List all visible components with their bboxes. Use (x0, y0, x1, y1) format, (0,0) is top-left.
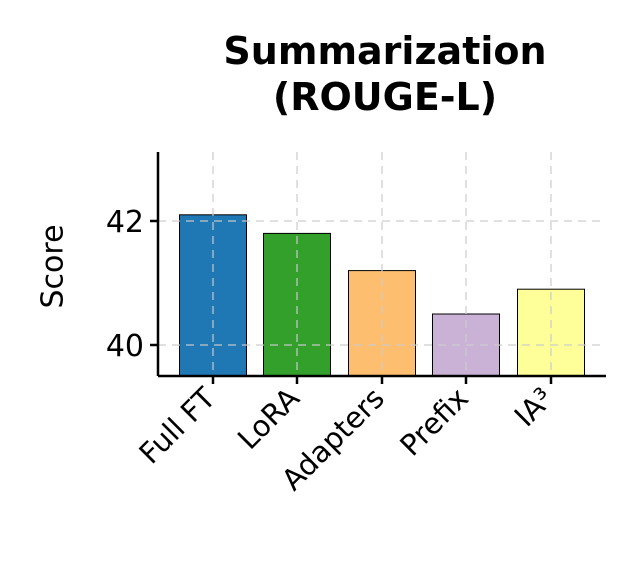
y-tick-label: 40 (106, 329, 144, 364)
x-tick-label: IA³ (508, 381, 560, 433)
x-tick-label: Full FT (132, 381, 222, 471)
x-tick-label: Prefix (393, 381, 475, 463)
bar-4 (517, 288, 585, 377)
chart-title: Summarization (ROUGE-L) (150, 28, 620, 120)
y-tick-label: 42 (106, 205, 144, 240)
x-tick-label: LoRA (231, 381, 306, 456)
title-line-2: (ROUGE-L) (272, 75, 498, 119)
title-line-1: Summarization (223, 29, 547, 73)
